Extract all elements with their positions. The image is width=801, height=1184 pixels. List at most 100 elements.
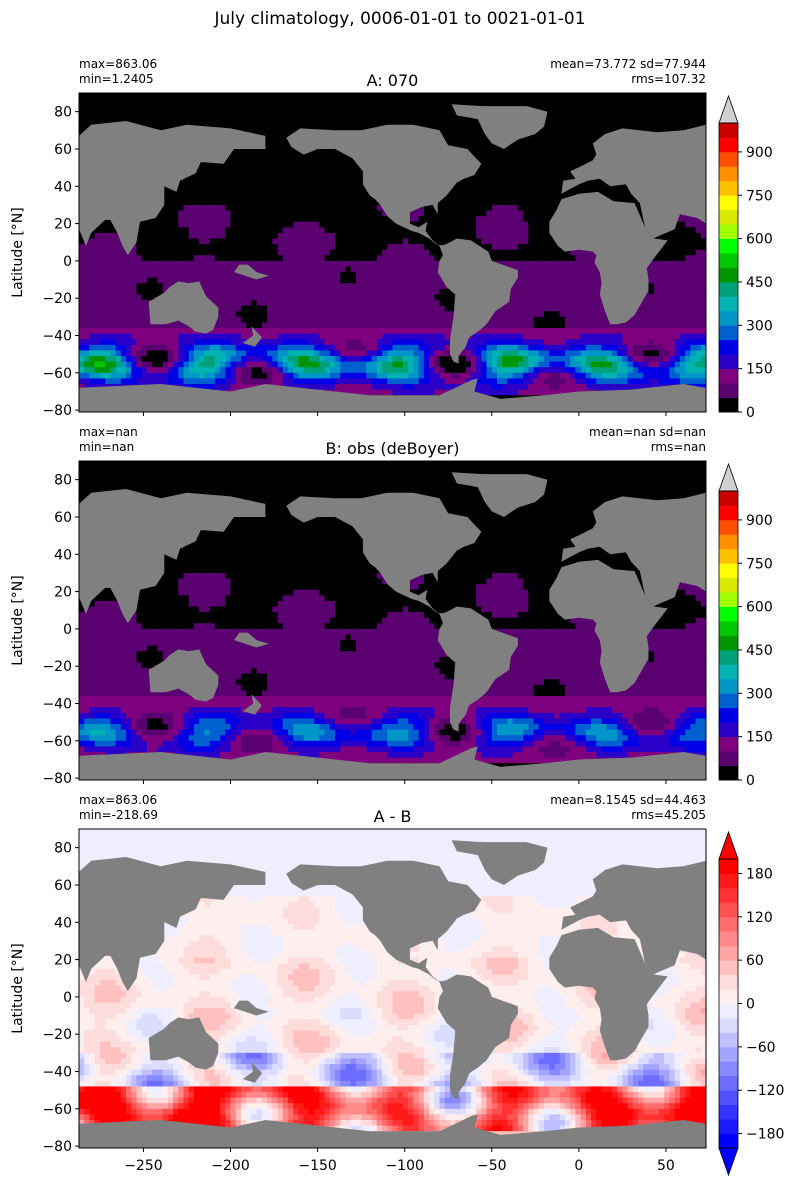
- field-cell: [230, 221, 237, 228]
- field-cell: [544, 232, 550, 240]
- field-cell: [601, 98, 608, 105]
- field-cell: [653, 98, 660, 105]
- field-cell: [585, 132, 592, 139]
- field-cell: [549, 249, 556, 256]
- field-cell: [209, 109, 216, 116]
- field-cell: [84, 109, 91, 116]
- field-cell: [444, 193, 451, 200]
- field-cell: [178, 210, 185, 217]
- field-cell: [204, 255, 211, 262]
- field-cell: [89, 255, 96, 262]
- field-cell: [340, 272, 347, 279]
- field-cell: [559, 104, 566, 111]
- field-cell: [413, 221, 420, 228]
- field-cell: [204, 266, 211, 273]
- field-cell: [324, 283, 331, 290]
- field-cell: [335, 266, 341, 273]
- field-cell: [580, 300, 587, 307]
- field-cell: [340, 216, 347, 223]
- field-cell: [538, 204, 545, 212]
- field-cell: [350, 311, 357, 318]
- field-cell: [429, 288, 435, 296]
- field-cell: [685, 104, 691, 111]
- field-cell: [277, 227, 284, 234]
- field-cell: [178, 277, 185, 284]
- field-cell: [679, 238, 686, 245]
- field-cell: [220, 171, 226, 178]
- field-cell: [549, 260, 556, 268]
- field-cell: [314, 238, 320, 245]
- field-cell: [366, 93, 373, 100]
- field-cell: [293, 199, 300, 206]
- map-area: [79, 93, 706, 412]
- field-cell: [204, 249, 211, 256]
- field-cell: [246, 199, 253, 206]
- field-cell: [429, 204, 435, 212]
- field-cell: [512, 260, 519, 268]
- field-cell: [214, 238, 221, 245]
- field-cell: [418, 210, 425, 217]
- field-cell: [89, 322, 96, 329]
- field-cell: [413, 277, 420, 284]
- field-cell: [366, 311, 373, 318]
- field-cell: [387, 266, 394, 273]
- field-cell: [193, 176, 200, 184]
- field-cell: [256, 232, 263, 240]
- field-cell: [429, 244, 435, 251]
- field-cell: [392, 232, 399, 240]
- field-cell: [324, 160, 331, 167]
- field-cell: [533, 277, 540, 284]
- field-cell: [497, 244, 503, 251]
- field-cell: [209, 288, 216, 296]
- field-cell: [335, 221, 341, 228]
- field-cell: [157, 272, 164, 279]
- field-cell: [481, 171, 488, 178]
- field-cell: [230, 104, 237, 111]
- field-cell: [679, 305, 686, 312]
- field-cell: [523, 283, 529, 290]
- field-cell: [538, 244, 545, 251]
- field-cell: [449, 300, 456, 307]
- field-cell: [585, 305, 592, 312]
- field-cell: [434, 249, 441, 256]
- field-cell: [199, 283, 205, 290]
- field-cell: [256, 98, 263, 105]
- field-cell: [141, 294, 148, 301]
- field-cell: [544, 249, 550, 256]
- field-cell: [319, 171, 326, 178]
- field-cell: [423, 210, 430, 217]
- field-cell: [429, 266, 435, 273]
- field-cell: [99, 266, 106, 273]
- field-cell: [298, 104, 305, 111]
- field-cell: [167, 232, 174, 240]
- field-cell: [444, 204, 451, 212]
- field-cell: [497, 221, 503, 228]
- field-cell: [570, 266, 576, 273]
- field-cell: [507, 143, 514, 150]
- field-cell: [434, 316, 441, 324]
- field-cell: [220, 300, 226, 307]
- field-cell: [460, 193, 467, 200]
- field-cell: [638, 305, 644, 312]
- field-cell: [679, 109, 686, 116]
- field-cell: [188, 98, 195, 105]
- field-cell: [225, 322, 232, 329]
- field-cell: [209, 216, 216, 223]
- field-cell: [507, 305, 514, 312]
- field-cell: [272, 176, 279, 184]
- field-cell: [136, 260, 143, 268]
- field-cell: [497, 193, 503, 200]
- field-cell: [319, 294, 326, 301]
- field-cell: [575, 93, 582, 100]
- field-cell: [470, 93, 477, 100]
- field-cell: [455, 188, 462, 195]
- field-cell: [387, 93, 394, 100]
- field-cell: [314, 294, 320, 301]
- field-cell: [136, 300, 143, 307]
- field-cell: [199, 232, 205, 240]
- field-cell: [486, 143, 493, 150]
- field-cell: [355, 120, 362, 128]
- field-cell: [397, 266, 404, 273]
- field-cell: [664, 115, 671, 122]
- field-cell: [596, 316, 603, 324]
